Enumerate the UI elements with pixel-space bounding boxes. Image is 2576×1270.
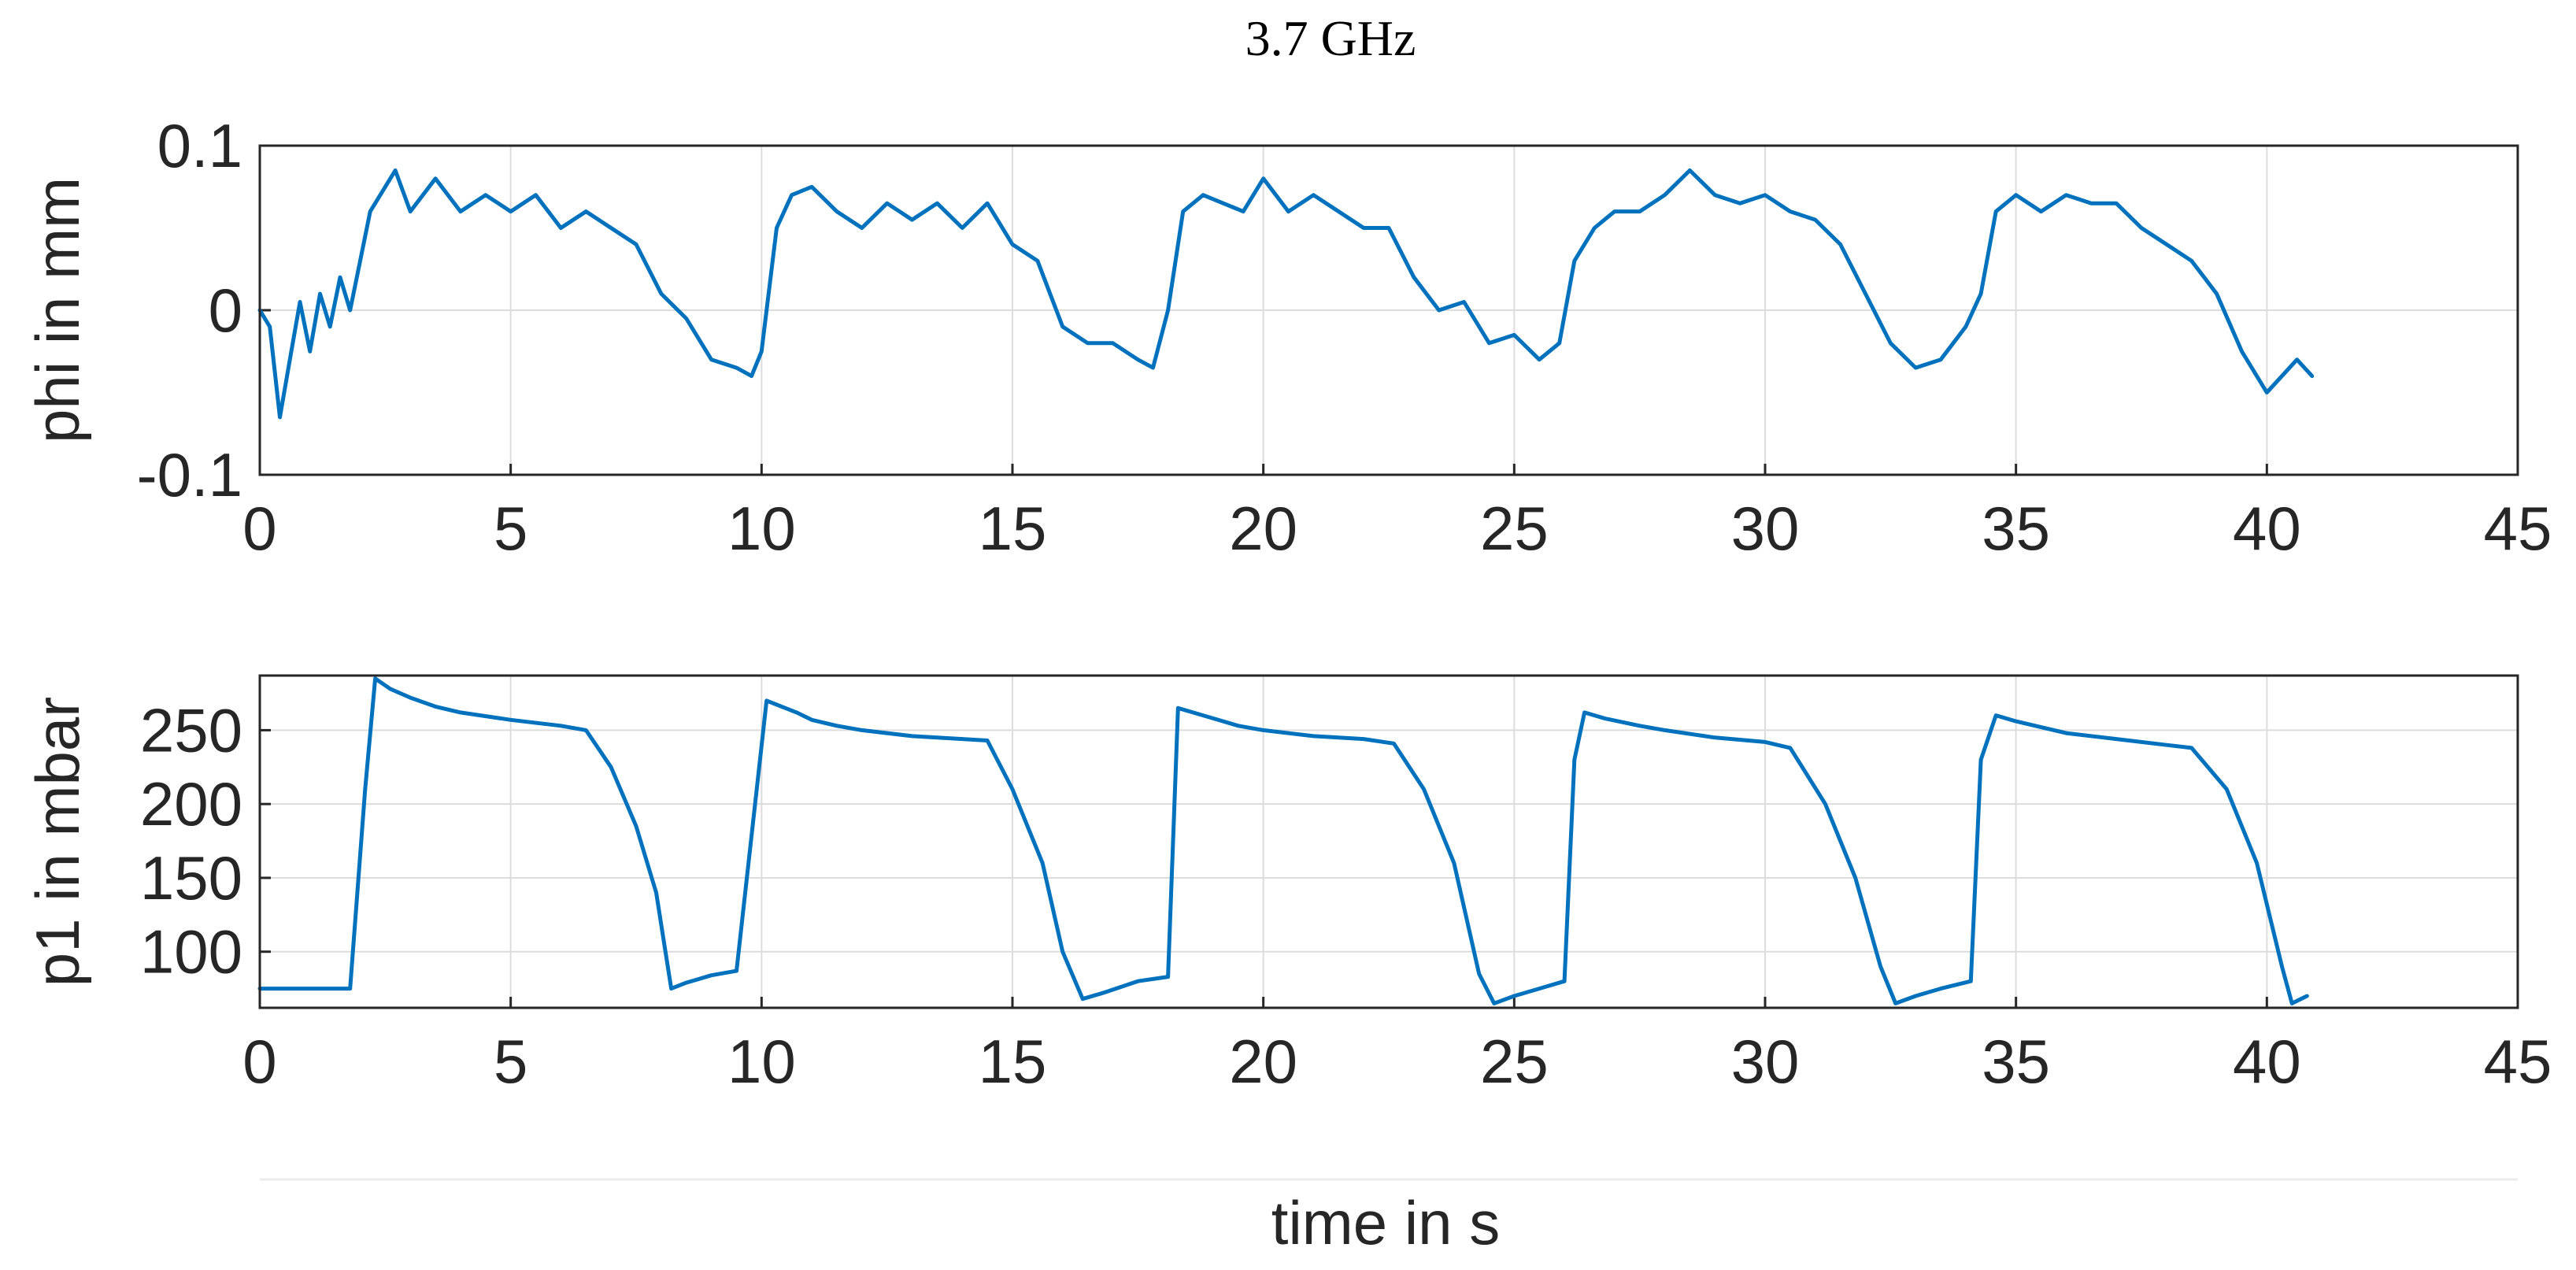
x-tick-label: 35 — [1982, 1027, 2050, 1096]
phi-x-tick-labels: 0 5 10 15 20 25 30 35 40 45 — [242, 494, 2552, 563]
y-tick-label: 0 — [209, 276, 242, 345]
x-tick-label: 25 — [1480, 494, 1549, 563]
phi-series-line — [257, 168, 2315, 420]
x-tick-label: 40 — [2233, 494, 2301, 563]
x-tick-label: 0 — [242, 494, 276, 563]
x-tick-label: 15 — [979, 1027, 1047, 1096]
y-tick-label: 100 — [140, 917, 242, 987]
phi-panel: 0 5 10 15 20 25 30 35 40 45 -0.100.1 phi in mm — [23, 111, 2552, 563]
x-tick-label: 35 — [1982, 494, 2050, 563]
p1-x-tick-labels: 0 5 10 15 20 25 30 35 40 45 — [242, 1027, 2552, 1096]
x-tick-label: 20 — [1229, 1027, 1297, 1096]
x-tick-label: 5 — [494, 1027, 527, 1096]
y-tick-label: 150 — [140, 843, 242, 913]
figure-title: 3.7 GHz — [1245, 10, 1416, 66]
x-axis-label: time in s — [1271, 1188, 1500, 1257]
x-tick-label: 10 — [727, 1027, 796, 1096]
y-tick-label: 0.1 — [157, 111, 242, 180]
x-tick-label: 20 — [1229, 494, 1297, 563]
y-tick-label: -0.1 — [137, 440, 242, 509]
p1-axes-frame — [258, 674, 2519, 1009]
x-tick-label: 45 — [2484, 1027, 2552, 1096]
p1-series-line — [257, 676, 2309, 1005]
x-tick-label: 5 — [494, 494, 527, 563]
p1-y-axis-label: p1 in mbar — [23, 697, 92, 987]
y-tick-label: 200 — [140, 769, 242, 839]
p1-gridlines — [258, 676, 2519, 1008]
x-tick-label: 10 — [727, 494, 796, 563]
x-tick-label: 0 — [242, 1027, 276, 1096]
x-tick-label: 25 — [1480, 1027, 1549, 1096]
x-tick-label: 30 — [1731, 494, 1800, 563]
x-tick-label: 40 — [2233, 1027, 2301, 1096]
x-tick-label: 30 — [1731, 1027, 1800, 1096]
y-tick-label: 250 — [140, 695, 242, 765]
phi-gridlines — [258, 144, 2519, 476]
phi-y-tick-labels: -0.1 0 0.1 — [137, 111, 242, 509]
phi-y-axis-label: phi in mm — [23, 177, 92, 443]
x-tick-label: 15 — [979, 494, 1047, 563]
phi-axes-frame — [258, 144, 2519, 476]
x-tick-label: 45 — [2484, 494, 2552, 563]
